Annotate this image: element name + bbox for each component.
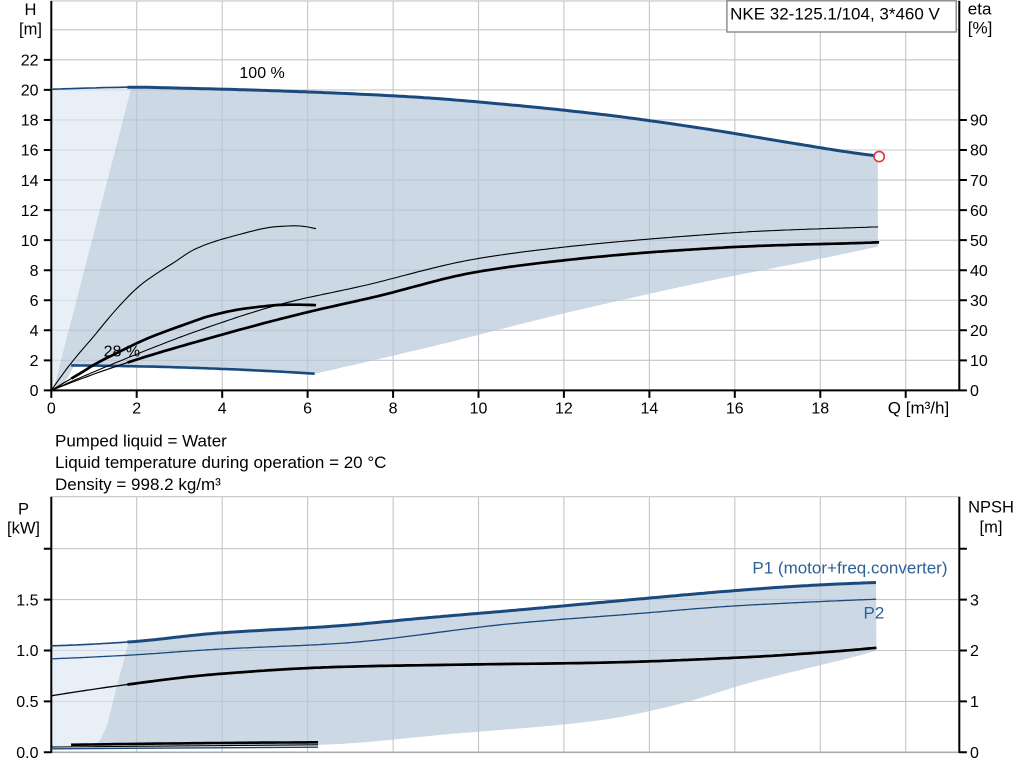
svg-text:8: 8: [30, 263, 39, 280]
svg-text:12: 12: [555, 400, 573, 417]
svg-text:80: 80: [970, 143, 988, 160]
svg-text:Liquid temperature during oper: Liquid temperature during operation = 20…: [55, 453, 386, 472]
svg-text:1.5: 1.5: [16, 592, 38, 609]
svg-text:Density = 998.2 kg/m³: Density = 998.2 kg/m³: [55, 475, 221, 494]
svg-text:18: 18: [811, 400, 829, 417]
svg-text:40: 40: [970, 263, 988, 280]
svg-text:2: 2: [132, 400, 141, 417]
svg-text:NPSH: NPSH: [968, 499, 1014, 517]
svg-text:6: 6: [303, 400, 312, 417]
svg-text:28 %: 28 %: [104, 343, 140, 360]
svg-text:0.5: 0.5: [16, 694, 38, 711]
svg-text:[m]: [m]: [980, 519, 1003, 537]
svg-text:20: 20: [970, 323, 988, 340]
svg-text:H: H: [25, 1, 37, 19]
svg-text:[m]: [m]: [19, 20, 42, 38]
svg-text:10: 10: [970, 353, 988, 370]
svg-text:90: 90: [970, 113, 988, 130]
svg-text:1: 1: [970, 694, 979, 711]
svg-text:P2: P2: [864, 603, 885, 622]
svg-text:16: 16: [21, 143, 39, 160]
svg-text:2: 2: [30, 353, 39, 370]
svg-text:18: 18: [21, 113, 39, 130]
svg-text:P: P: [18, 501, 29, 519]
svg-text:8: 8: [389, 400, 398, 417]
svg-text:12: 12: [21, 203, 39, 220]
svg-text:70: 70: [970, 173, 988, 190]
svg-text:16: 16: [726, 400, 744, 417]
svg-text:22: 22: [21, 53, 39, 70]
svg-text:0.0: 0.0: [16, 745, 38, 762]
svg-text:14: 14: [21, 173, 39, 190]
svg-text:0: 0: [970, 383, 979, 400]
svg-text:100 %: 100 %: [239, 65, 284, 82]
svg-text:50: 50: [970, 233, 988, 250]
svg-text:P1 (motor+freq.converter): P1 (motor+freq.converter): [752, 559, 947, 578]
svg-text:4: 4: [218, 400, 227, 417]
svg-text:Q [m³/h]: Q [m³/h]: [888, 398, 949, 417]
svg-text:1.0: 1.0: [16, 643, 38, 660]
svg-text:0: 0: [30, 383, 39, 400]
svg-text:60: 60: [970, 203, 988, 220]
svg-text:0: 0: [47, 400, 56, 417]
svg-text:NKE 32-125.1/104, 3*460 V: NKE 32-125.1/104, 3*460 V: [730, 4, 940, 23]
svg-text:0: 0: [970, 745, 979, 762]
svg-text:14: 14: [640, 400, 658, 417]
svg-text:20: 20: [21, 83, 39, 100]
svg-text:eta: eta: [968, 0, 992, 19]
svg-text:2: 2: [970, 643, 979, 660]
svg-text:6: 6: [30, 293, 39, 310]
svg-text:10: 10: [21, 233, 39, 250]
svg-text:[%]: [%]: [968, 19, 993, 38]
svg-text:10: 10: [470, 400, 488, 417]
svg-text:30: 30: [970, 293, 988, 310]
svg-text:4: 4: [30, 323, 39, 340]
svg-text:Pumped liquid = Water: Pumped liquid = Water: [55, 431, 227, 450]
svg-text:[kW]: [kW]: [7, 520, 40, 538]
svg-text:3: 3: [970, 592, 979, 609]
